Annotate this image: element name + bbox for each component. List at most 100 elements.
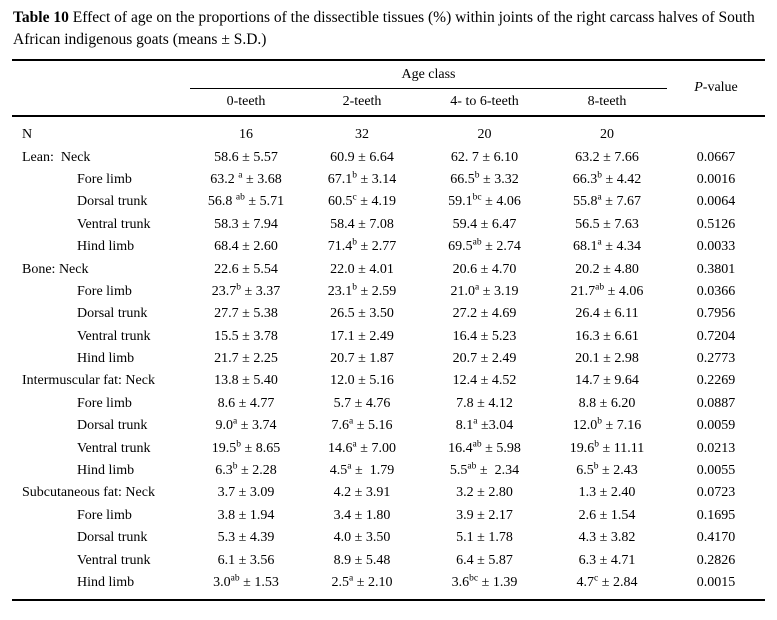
value-cell: 59.1bc ± 4.06 [448,192,521,210]
p-value-cell: 0.2269 [696,373,736,389]
value-cell: 6.4 ± 5.87 [456,552,513,568]
value-cell: 3.6bc ± 1.39 [451,573,518,590]
table-row: Hind limb 3.0ab ± 1.53 2.5a ± 2.10 3.6bc ± … [12,572,765,594]
value-cell: 20.6 ± 4.70 [452,261,517,277]
value-cell: 21.7ab ± 4.06 [570,282,644,299]
value-cell: 66.5b ± 3.32 [450,170,519,187]
value-cell: 63.2 ± 7.66 [575,149,639,165]
value-cell: 20.7 ± 2.49 [452,351,517,367]
value-cell: 20 [477,127,492,143]
value-cell: 16.3 ± 6.61 [575,328,639,344]
value-cell: 58.3 ± 7.94 [214,216,278,232]
value-cell: 8.1a ±3.04 [455,416,514,434]
data-table: Age class P-value 0-teeth 2-teeth 4- to 6-… [12,59,765,602]
value-cell: 4.3 ± 3.82 [578,530,636,546]
value-cell: 4.7c ± 2.84 [576,573,638,590]
value-cell: 1.3 ± 2.40 [578,485,636,501]
row-label: Fore limb [77,395,132,411]
p-value-cell: 0.0033 [696,239,736,255]
p-value-cell: 0.0723 [696,485,736,501]
p-value-header: P-value [667,61,765,115]
value-cell: 8.9 ± 5.48 [333,552,391,568]
table-row: Dorsal trunk 9.0a ± 3.74 7.6a ± 5.16 8.1a ±… [12,415,765,437]
table-row: Hind limb 68.4 ± 2.60 71.4b ± 2.77 69.5ab ±… [12,236,765,258]
row-label: Ventral trunk [77,440,151,456]
value-cell: 20.7 ± 1.87 [330,351,394,367]
table-caption: Table 10 Effect of age on the proportion… [13,7,763,51]
p-value-cell: 0.0213 [696,440,736,456]
p-value-cell: 0.7956 [696,306,736,322]
value-cell: 26.4 ± 6.11 [575,306,639,322]
table-row: Fore limb 63.2 a ± 3.68 67.1b ± 3.14 66.5b … [12,169,765,191]
value-cell: 12.0b ± 7.16 [572,416,642,434]
table-row: Fore limb 3.8 ± 1.94 3.4 ± 1.80 3.9 ± 2.17 2… [12,505,765,527]
value-cell: 20.1 ± 2.98 [575,351,639,367]
value-cell: 60.5c ± 4.19 [328,192,396,210]
table-row: Dorsal trunk 56.8 ab ± 5.71 60.5c ± 4.19 59… [12,191,765,213]
p-value-cell: 0.0064 [696,194,736,210]
table-row: Ventral trunk 58.3 ± 7.94 58.4 ± 7.08 59.4 … [12,214,765,236]
p-value-cell: 0.0016 [696,171,736,187]
value-cell: 69.5ab ± 2.74 [448,237,521,255]
value-cell: 58.4 ± 7.08 [330,216,394,232]
table-header: Age class P-value 0-teeth 2-teeth 4- to 6-… [12,61,765,117]
age-class-spanner: Age class [190,61,667,89]
age-column-header-0: 0-teeth [226,94,266,109]
value-cell: 68.4 ± 2.60 [214,239,278,255]
value-cell: 3.4 ± 1.80 [333,507,391,523]
value-cell: 32 [355,127,369,143]
value-cell: 3.2 ± 2.80 [456,485,513,501]
value-cell: 20 [600,127,614,143]
value-cell: 58.6 ± 5.57 [214,149,278,165]
table-row: Bone: Neck 22.6 ± 5.54 22.0 ± 4.01 20.6 ± 4… [12,258,765,280]
table-caption-text: Effect of age on the proportions of the … [13,9,755,48]
row-label: Fore limb [77,171,132,187]
value-cell: 60.9 ± 6.64 [330,149,394,165]
table-row: Subcutaneous fat: Neck 3.7 ± 3.09 4.2 ± 3.… [12,482,765,504]
p-value-cell: 0.0667 [696,149,736,165]
value-cell: 3.0ab ± 1.53 [213,573,279,590]
value-cell: 3.9 ± 2.17 [456,507,513,523]
row-label: Hind limb [77,239,135,255]
p-value-cell: 0.0055 [696,463,736,479]
row-label: Dorsal trunk [77,194,148,210]
row-label: Ventral trunk [77,328,151,344]
p-value-cell: 0.7204 [696,328,736,344]
value-cell: 5.7 ± 4.76 [333,395,391,411]
table-row: Dorsal trunk 27.7 ± 5.38 26.5 ± 3.50 27.2 ±… [12,303,765,325]
value-cell: 14.7 ± 9.64 [575,373,639,389]
value-cell: 19.6b ± 11.11 [569,439,645,456]
value-cell: 19.5b ± 8.65 [211,439,281,456]
value-cell: 63.2 a ± 3.68 [210,170,282,187]
value-cell: 17.1 ± 2.49 [330,328,394,344]
table-row: Fore limb 8.6 ± 4.77 5.7 ± 4.76 7.8 ± 4.12 8… [12,393,765,415]
value-cell: 14.6a ± 7.00 [328,439,396,456]
p-value-cell: 0.2826 [696,552,736,568]
row-label: Dorsal trunk [77,418,148,434]
p-value-cell: 0.0015 [696,575,736,590]
value-cell: 20.2 ± 4.80 [575,261,639,277]
age-column-headers: 0-teeth 2-teeth 4- to 6-teeth 8-teeth [190,89,667,115]
row-label: Dorsal trunk [77,306,148,322]
age-column-header-3: 8-teeth [587,94,627,109]
row-label: Fore limb [77,283,132,299]
table-row: Hind limb 6.3b ± 2.28 4.5a ± 1.79 5.5ab ± 2… [12,460,765,482]
age-class-header-label: Age class [401,66,456,82]
table-row: Ventral trunk 15.5 ± 3.78 17.1 ± 2.49 16.4 … [12,326,765,348]
row-label: Fore limb [77,507,132,523]
value-cell: 3.7 ± 3.09 [217,485,275,501]
value-cell: 7.6a ± 5.16 [331,416,393,434]
value-cell: 16.4 ± 5.23 [452,328,517,344]
p-value-header-label: P-value [694,80,738,95]
p-value-cell: 0.1695 [696,507,736,523]
table-row: Hind limb 21.7 ± 2.25 20.7 ± 1.87 20.7 ± 2.… [12,348,765,370]
value-cell: 4.2 ± 3.91 [333,485,391,501]
value-cell: 22.6 ± 5.54 [214,261,278,277]
value-cell: 62. 7 ± 6.10 [450,149,519,165]
row-label: Lean: Neck [22,149,91,165]
value-cell: 23.1b ± 2.59 [327,282,397,299]
table-row: N 16 32 20 20 [12,124,765,146]
value-cell: 8.8 ± 6.20 [578,395,636,411]
value-cell: 23.7b ± 3.37 [211,282,281,299]
